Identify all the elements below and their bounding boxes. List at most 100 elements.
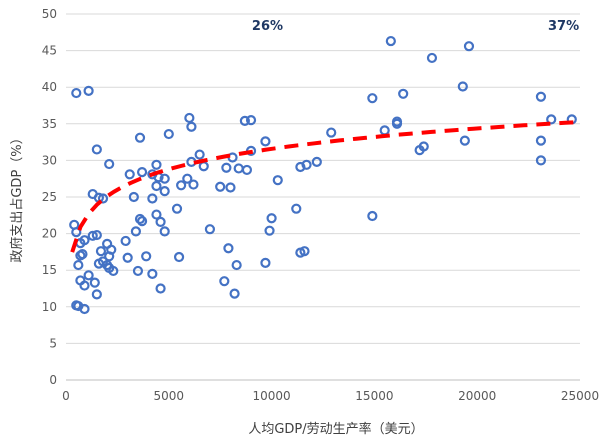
data-point [215,181,226,192]
data-point [120,235,131,247]
data-point [171,203,183,214]
data-point [141,251,152,262]
data-point [260,136,271,147]
data-point [459,135,470,146]
data-point [239,115,250,126]
data-points [69,35,577,315]
data-point [188,179,199,190]
data-point [241,164,253,176]
data-point [367,93,378,104]
y-tick-label: 40 [42,80,57,94]
data-point [299,246,310,257]
data-point [155,283,166,294]
x-tick-label: 5000 [154,389,185,403]
y-tick-label: 0 [49,373,57,387]
data-point [122,252,133,263]
data-point [91,229,102,241]
data-point [272,175,283,186]
data-point [176,180,187,191]
data-point [391,116,403,127]
x-tick-label: 25000 [561,389,599,403]
data-point [77,248,88,260]
data-point [266,213,277,224]
y-axis-ticks: 0 5 10 15 20 25 30 35 40 45 50 [42,7,57,387]
data-point [136,216,148,227]
annotation-label-2: 37% [548,19,579,34]
y-tick-label: 45 [42,44,57,58]
data-point [151,159,162,170]
data-point [91,144,102,155]
data-point [128,191,139,203]
x-axis-title: 人均GDP/劳动生产率（美元） [248,421,423,437]
data-point [184,112,195,124]
data-point [87,230,98,241]
data-point [79,303,90,315]
data-point [379,125,390,136]
data-point [326,127,337,138]
data-point [223,243,234,254]
data-point [130,226,142,237]
data-point [104,158,115,170]
data-point [71,227,82,238]
x-tick-label: 0 [62,389,70,403]
data-point [151,209,162,220]
y-tick-label: 50 [42,7,57,21]
y-tick-label: 25 [42,190,57,204]
data-point [463,41,475,52]
data-point [535,155,547,166]
annotation-label-1: 26% [252,19,283,34]
data-point [104,262,115,274]
y-tick-label: 15 [42,263,57,277]
y-tick-label: 10 [42,300,57,314]
data-point [83,270,94,281]
data-point [546,114,557,125]
data-point [260,257,271,268]
data-point [79,280,90,291]
y-tick-label: 30 [42,153,57,167]
data-point [219,276,230,287]
annotations: 26% 37% [252,19,579,34]
data-point [311,156,322,167]
data-point [418,141,429,152]
data-point [95,246,107,257]
y-tick-label: 5 [49,336,57,350]
data-point [225,182,236,193]
data-point [291,203,302,214]
data-point [535,135,547,146]
data-point [91,289,102,300]
data-point [385,35,396,47]
data-point [163,128,174,140]
x-tick-label: 20000 [458,389,496,403]
data-point [104,251,115,262]
data-point [89,277,100,288]
data-point [264,225,275,236]
data-point [233,163,244,174]
data-point [71,87,82,99]
data-point [136,167,148,178]
data-point [186,121,197,132]
x-tick-label: 10000 [253,389,291,403]
data-point [155,216,166,227]
data-point [398,88,409,99]
data-point [83,85,94,96]
data-point [159,173,170,184]
trendline [70,120,574,253]
data-point [97,193,109,204]
data-point [426,52,438,64]
x-axis-ticks: 0 5000 10000 15000 20000 25000 [62,389,599,403]
data-point [204,224,216,235]
y-tick-label: 20 [42,227,57,241]
data-point [457,81,468,92]
data-point [173,251,185,263]
y-axis-title: 政府支出占GDP（%） [10,131,25,262]
data-point [198,161,209,172]
data-point [159,226,170,237]
data-point [73,259,84,271]
gridlines [66,13,580,344]
data-point [132,265,144,277]
data-point [159,186,170,197]
data-point [535,91,547,102]
data-point [367,210,378,222]
data-point [231,259,242,271]
